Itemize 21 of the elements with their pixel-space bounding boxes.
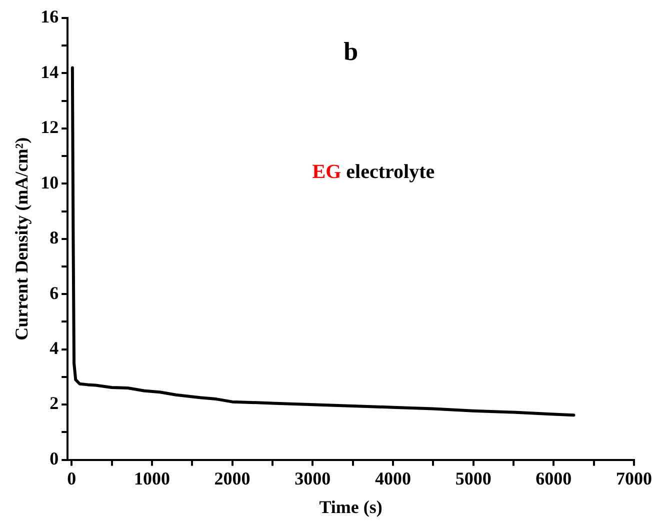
y-tick-label: 12: [40, 117, 59, 138]
y-tick-label: 2: [50, 393, 59, 414]
y-axis-title: Current Density (mA/cm²): [11, 137, 32, 340]
x-tick-label: 3000: [294, 468, 331, 488]
y-tick-label: 10: [40, 172, 59, 192]
y-tick-label: 6: [50, 282, 59, 303]
x-axis-title: Time (s): [319, 496, 382, 517]
x-tick-label: 6000: [536, 468, 572, 488]
y-tick-label: 16: [40, 6, 59, 27]
x-tick-label: 4000: [374, 468, 411, 488]
y-tick-label: 0: [50, 448, 59, 468]
x-tick-label: 0: [67, 468, 76, 488]
annotation: b: [344, 37, 358, 66]
y-tick-label: 14: [40, 62, 59, 82]
annotation: EG electrolyte: [312, 160, 435, 183]
y-tick-label: 4: [50, 338, 59, 358]
x-tick-label: 5000: [455, 468, 492, 488]
x-tick-label: 1000: [134, 468, 170, 488]
y-tick-label: 8: [50, 228, 59, 248]
x-tick-label: 2000: [214, 468, 250, 488]
x-tick-label: 7000: [616, 468, 652, 488]
